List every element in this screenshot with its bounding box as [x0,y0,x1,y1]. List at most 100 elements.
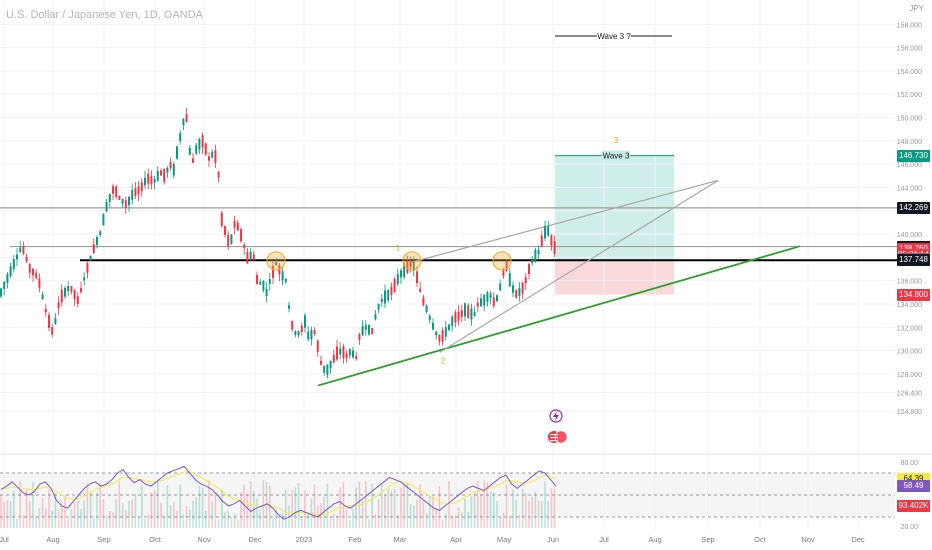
volume-bar [185,506,188,528]
candle-body [28,264,31,273]
candle-body [6,273,9,283]
x-tick-label: Nov [801,535,815,544]
candle-body [256,274,258,285]
x-tick-label: Jun [547,535,559,544]
volume-bar [54,492,57,528]
volume-bar [285,489,287,528]
candle-body [64,287,66,297]
volume-bar [374,514,377,528]
volume-bar [464,498,466,528]
candle-body [294,331,297,336]
candle-body [496,295,498,302]
volume-bar [477,481,479,528]
candle-body [179,133,182,142]
volume-bar [125,510,127,528]
candle-body [83,277,86,281]
volume-bar [422,500,425,528]
volume-bar [38,508,41,528]
candle-body [531,259,534,264]
candle-body [76,296,79,304]
candle-body [393,278,396,292]
candle-body [512,285,514,293]
volume-bar [294,487,297,528]
candle-body [336,346,338,360]
x-tick-label: Aug [46,535,59,544]
candle-body [483,295,486,306]
candle-body [105,201,108,212]
volume-bar [147,514,149,528]
candle-body [425,305,428,313]
x-tick-label: Apr [450,535,462,544]
x-tick-label: Dec [851,535,865,544]
volume-bar [297,483,300,528]
volume-bar [528,500,530,528]
x-tick-label: Oct [754,535,767,544]
candle-body [524,277,527,284]
volume-bar [291,490,293,528]
event-icons [548,409,568,444]
candle-body [144,177,146,186]
volume-bar [160,502,162,528]
candle-body [198,139,201,150]
volume-bar [3,502,5,528]
volume-bar [214,493,217,528]
candle-body [246,251,249,264]
candle-body [208,156,210,161]
candle-body [374,314,377,320]
candle-body [486,292,489,303]
candle-body [451,316,454,327]
volume-bar [205,510,207,528]
candle-body [38,278,41,288]
candle-body [400,270,402,278]
volume-bar [301,516,303,528]
price-tag: 137.748 [897,254,930,267]
candle-body [240,229,242,242]
volume-bar [355,487,357,528]
volume-bar [541,501,543,528]
volume-bar [64,495,66,528]
x-tick-label: Sep [701,535,714,544]
candle-body [262,280,265,291]
volume-bar [61,505,63,528]
volume-bar [278,515,281,528]
volume-bar [128,500,130,528]
candle-body [156,170,159,181]
volume-bar [384,494,386,528]
volume-bar [326,483,329,528]
candle-body [345,353,348,359]
volume-bar [416,499,418,528]
volume-bar [169,504,172,528]
candle-body [73,290,76,300]
candle-body [243,244,246,249]
volume-bar [153,490,156,528]
volume-bar [419,484,421,528]
candle-body [508,273,511,287]
price-tag: 142.269 [897,201,930,214]
candle-body [160,170,162,176]
volume-bar [387,489,389,528]
candle-body [534,249,537,262]
volume-bar [553,489,556,528]
volume-bar [118,481,121,528]
candle-body [297,331,300,336]
candle-body [329,360,332,369]
candle-body [448,324,450,331]
candle-body [19,247,22,252]
volume-bar [211,501,213,528]
x-tick-label: Feb [349,535,362,544]
candle-body [502,270,505,276]
volume-bar [9,501,12,528]
candle-body [396,274,399,285]
x-tick-label: Nov [197,535,211,544]
candle-body [227,234,230,247]
volume-bar [93,517,95,528]
volume-bar [496,501,498,528]
candle-body [112,186,114,194]
volume-bar [470,496,473,528]
volume-bar [515,500,517,528]
flag-stripe [550,437,558,439]
volume-bar [19,481,21,528]
volume-bar [237,519,239,528]
candle-body [67,286,70,292]
